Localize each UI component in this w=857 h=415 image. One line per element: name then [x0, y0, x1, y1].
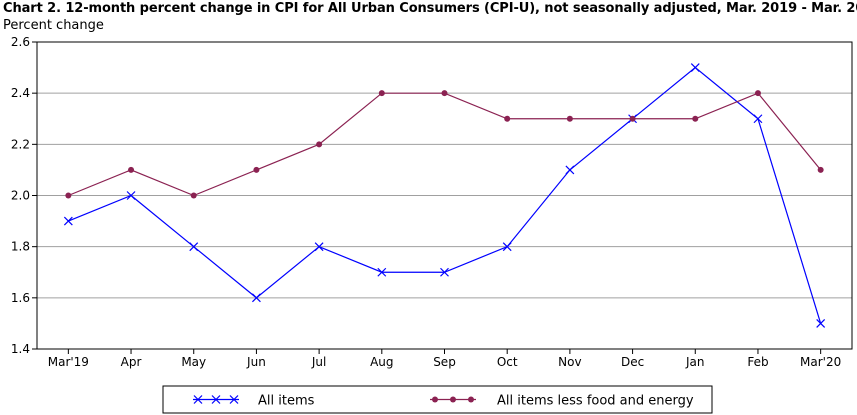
core-point — [754, 90, 761, 97]
all-items-point — [126, 191, 136, 200]
all-items-point — [690, 63, 700, 73]
x-tick-label: Mar'19 — [48, 355, 89, 369]
core-point — [128, 166, 135, 173]
core-point — [692, 115, 699, 122]
all-items-point — [753, 114, 763, 124]
legend: All items All items less food and energy — [162, 385, 713, 414]
x-tick-label: Jun — [246, 355, 266, 369]
all-items-point — [816, 318, 826, 328]
y-tick-label: 1.4 — [11, 342, 30, 356]
y-tick-label: 1.8 — [11, 240, 30, 254]
y-tick-label: 2.2 — [11, 137, 30, 151]
all-items-point — [63, 216, 73, 226]
legend-marker — [432, 396, 438, 403]
x-tick-label: Jan — [685, 355, 705, 369]
legend-marker — [450, 396, 456, 403]
x-tick-label: Nov — [558, 355, 581, 369]
x-tick-label: Jul — [311, 355, 326, 369]
all-items-point — [251, 293, 261, 303]
x-tick-label: Sep — [433, 355, 456, 369]
core-point — [441, 90, 448, 97]
x-tick-label: Apr — [121, 355, 142, 369]
core-point — [629, 115, 636, 122]
y-tick-label: 1.6 — [11, 291, 30, 305]
core-point — [316, 141, 323, 148]
x-tick-label: Aug — [370, 355, 393, 369]
core-point — [504, 115, 511, 122]
core-point — [65, 192, 72, 199]
all-items-point — [565, 165, 575, 175]
y-axis-label: Percent change — [3, 18, 104, 33]
all-items-point — [314, 242, 324, 252]
y-tick-label: 2.0 — [11, 189, 30, 203]
tick-labels: 1.4 1.6 1.8 2.0 2.2 2.4 2.6 Mar'19 Apr May Jun Jul A… — [11, 35, 841, 369]
all-items-point — [502, 242, 512, 252]
core-point — [817, 166, 824, 173]
legend-marker — [211, 395, 221, 404]
y-tick-label: 2.4 — [11, 86, 30, 100]
x-tick-label: Oct — [497, 355, 518, 369]
x-tick-label: Dec — [621, 355, 644, 369]
x-tick-label: Mar'20 — [800, 355, 841, 369]
all-items-point — [189, 242, 199, 252]
chart-title: Chart 2. 12-month percent change in CPI … — [3, 1, 857, 16]
y-tick-label: 2.6 — [11, 35, 30, 49]
core-point — [190, 192, 197, 199]
x-tick-label: May — [181, 355, 206, 369]
series-markers — [63, 63, 826, 328]
all-items-point — [440, 267, 449, 277]
all-items-point — [377, 267, 387, 277]
core-point — [566, 115, 573, 122]
legend-marker — [193, 395, 203, 404]
axes — [32, 41, 853, 354]
core-point — [253, 166, 260, 173]
legend-label: All items — [258, 394, 315, 409]
x-tick-label: Feb — [747, 355, 768, 369]
legend-marker — [468, 396, 474, 403]
core-point — [378, 90, 385, 97]
legend-marker — [229, 395, 239, 404]
gridlines — [37, 92, 852, 299]
legend-label: All items less food and energy — [497, 394, 694, 409]
